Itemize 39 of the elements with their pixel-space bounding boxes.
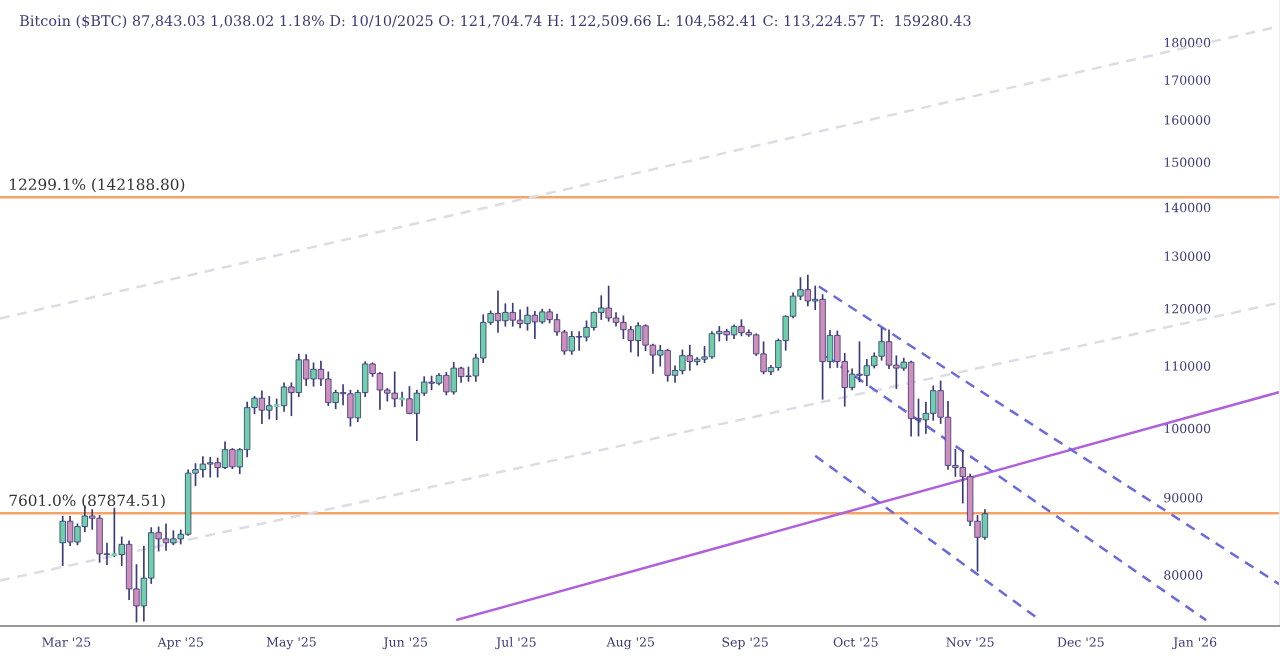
candlestick bbox=[96, 515, 103, 563]
candlestick bbox=[516, 309, 524, 329]
candlestick bbox=[494, 290, 502, 333]
candlestick bbox=[221, 441, 229, 470]
candlestick bbox=[885, 329, 893, 369]
candlestick bbox=[804, 274, 812, 307]
candlestick bbox=[406, 386, 413, 415]
candlestick bbox=[708, 331, 716, 359]
candlestick bbox=[66, 515, 74, 546]
candlestick bbox=[214, 457, 221, 478]
candlestick bbox=[59, 515, 66, 566]
candlestick bbox=[450, 361, 457, 395]
candlestick bbox=[280, 382, 288, 412]
candlestick bbox=[258, 390, 266, 424]
candlestick bbox=[634, 322, 642, 357]
candlestick bbox=[598, 295, 605, 320]
candlestick bbox=[723, 328, 730, 341]
candlestick bbox=[524, 306, 531, 331]
candlestick bbox=[568, 331, 575, 355]
candlestick bbox=[302, 354, 310, 386]
candlestick bbox=[686, 344, 693, 371]
candlestick bbox=[162, 523, 170, 551]
candlestick bbox=[207, 457, 214, 478]
candlestick bbox=[531, 311, 539, 340]
candlestick bbox=[878, 327, 885, 361]
candlestick bbox=[856, 341, 863, 383]
candlestick bbox=[266, 396, 273, 420]
candlestick bbox=[605, 285, 612, 322]
candlestick bbox=[679, 349, 686, 375]
candlestick bbox=[575, 331, 583, 351]
candlestick bbox=[509, 302, 516, 327]
candlestick bbox=[443, 372, 450, 396]
candlestick bbox=[664, 348, 671, 382]
candlestick bbox=[229, 448, 236, 470]
candlestick bbox=[391, 371, 398, 408]
candlestick bbox=[199, 456, 207, 478]
candlestick bbox=[310, 362, 317, 387]
candlestick bbox=[760, 341, 767, 375]
candlestick bbox=[347, 389, 354, 427]
